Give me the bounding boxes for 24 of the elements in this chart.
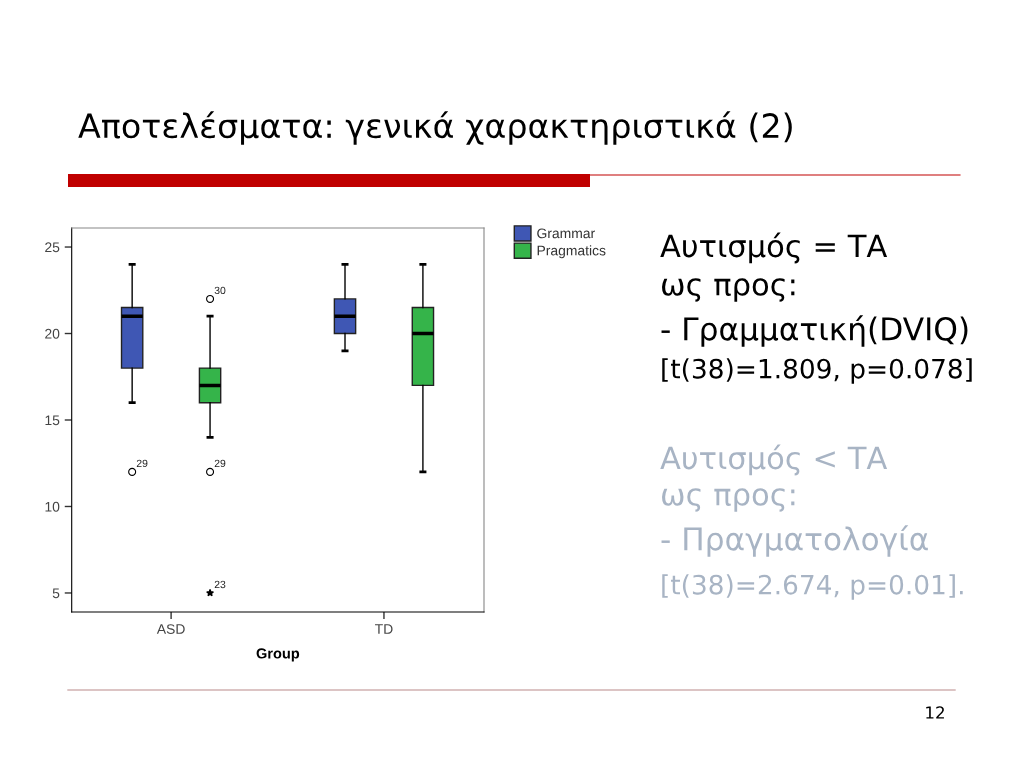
y-tick-label: 25: [45, 242, 60, 253]
text: ως προς:: [662, 278, 795, 302]
y-tick-label: 5: [52, 588, 60, 599]
y-tick-label: 10: [45, 501, 60, 512]
annotation: 29: [136, 459, 148, 468]
annotation: 30: [214, 286, 226, 295]
text: [t(38)=2.674, p=0.01].: [662, 574, 963, 600]
text: Αυτισμός = ΤΑ: [660, 232, 888, 264]
text: [t(38)=1.809, p=0.078]: [662, 358, 972, 384]
annotation: 23: [214, 580, 226, 589]
chart-title: Αποτελέσματα: γενικά χαρακτηριστικά (2): [78, 111, 792, 145]
legend-label: Pragmatics: [537, 245, 606, 259]
y-tick-label: 20: [45, 328, 60, 339]
text: ως προς:: [662, 488, 795, 512]
text: Αυτισμός < ΤΑ: [660, 444, 888, 476]
legend-label: Grammar: [537, 228, 595, 239]
annotation: 29: [214, 459, 226, 468]
text: - Πραγματολογία: [661, 525, 928, 557]
y-tick-label: 15: [45, 415, 60, 426]
x-axis-title: Group: [256, 648, 300, 662]
text: 12: [926, 706, 944, 719]
x-tick-label: TD: [375, 624, 393, 634]
text: - Γραμματική(DVIQ): [661, 315, 968, 347]
x-tick-label: ASD: [156, 624, 185, 635]
